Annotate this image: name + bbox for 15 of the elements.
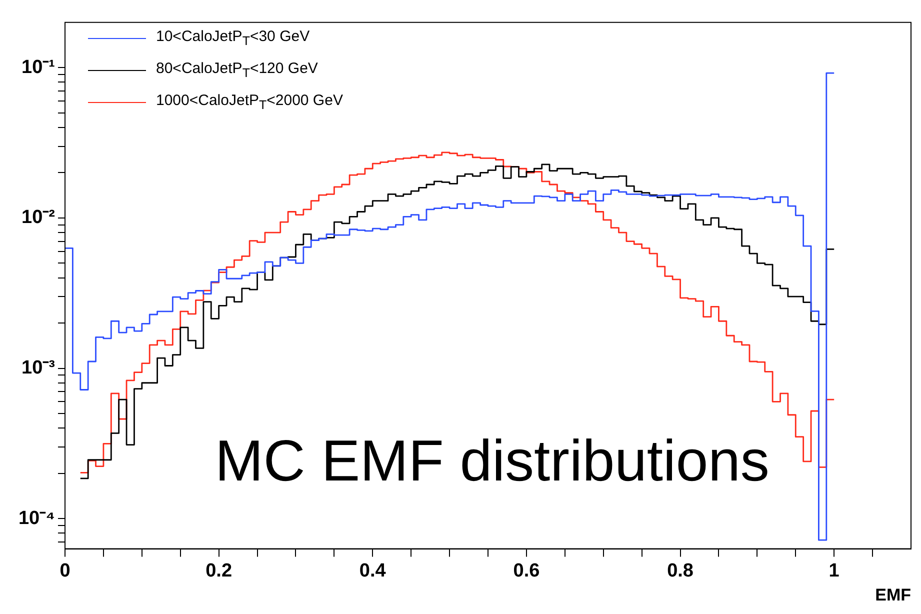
x-tick-label: 1 (828, 560, 840, 582)
legend-label: 10<CaloJetP$_{T}$<30 GeV (156, 28, 310, 48)
x-tick-label: 0.6 (513, 560, 540, 582)
y-tick-label: 10⁻³ (22, 358, 55, 379)
x-tick-label: 0 (60, 560, 70, 582)
y-tick-label: 10⁻¹ (22, 56, 55, 78)
x-axis-title: EMF (875, 585, 911, 604)
y-tick-label: 10⁻² (22, 207, 55, 228)
x-tick-label: 0.4 (359, 560, 386, 582)
x-tick-label: 0.2 (206, 560, 232, 582)
y-tick-label: 10⁻⁴ (18, 508, 55, 529)
legend-label: 80<CaloJetP$_{T}$<120 GeV (156, 60, 318, 80)
annotation: MC EMF distributions (215, 428, 770, 494)
x-tick-label: 0.8 (667, 560, 694, 582)
legend-label: 1000<CaloJetP$_{T}$<2000 GeV (156, 92, 343, 112)
